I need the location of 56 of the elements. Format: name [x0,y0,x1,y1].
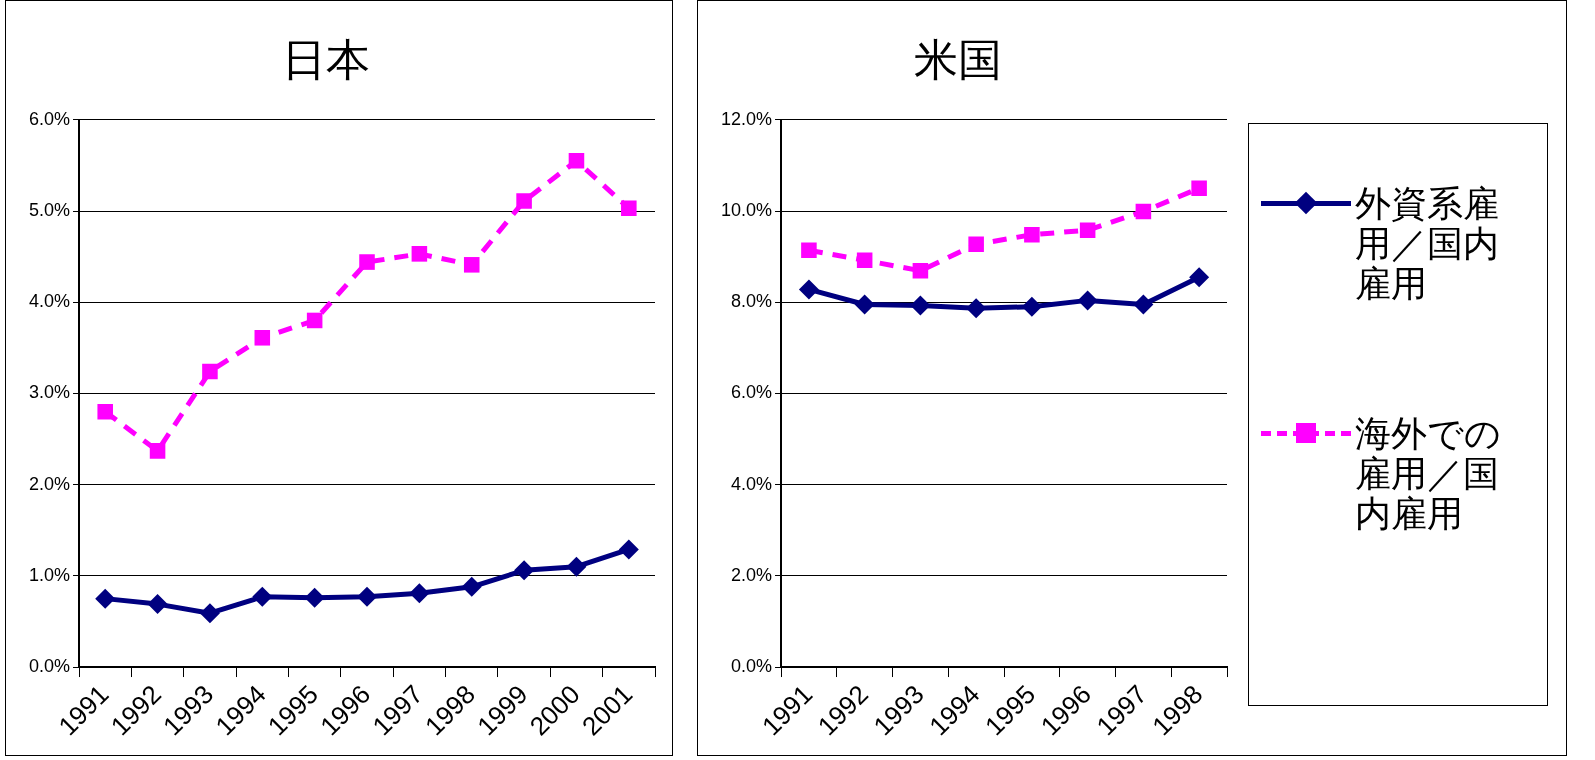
point [910,295,931,316]
point [306,312,323,329]
legend-label: 外資系雇用／国内雇用 [1355,183,1500,304]
y-tick-label: 2.0% [29,473,71,494]
point [966,298,987,319]
point [621,200,637,217]
point [254,330,271,346]
y-tick-label: 0.0% [731,656,773,677]
point [1021,296,1042,317]
point [252,586,273,607]
point [798,279,819,300]
point [357,586,378,607]
point [149,443,166,459]
point [1189,267,1210,288]
chart-title: 米国 [913,34,1003,86]
point [359,254,375,270]
point [801,242,817,258]
point [411,246,428,262]
y-tick-label: 4.0% [29,291,71,312]
y-tick-label: 12.0% [720,108,773,129]
point [516,193,532,209]
y-tick-label: 2.0% [731,564,773,585]
point [856,252,873,269]
y-tick-label: 0.0% [29,656,71,677]
legend-label: 海外での雇用／国内雇用 [1355,413,1502,534]
y-tick-label: 1.0% [29,564,71,585]
point [514,560,535,581]
point [1079,222,1096,238]
point [912,262,929,279]
point [854,294,875,315]
point [202,363,218,380]
point [1077,290,1098,311]
point [463,257,480,273]
y-tick-label: 6.0% [29,108,71,129]
point [95,588,116,609]
y-tick-label: 4.0% [731,473,773,494]
y-tick-label: 6.0% [731,382,773,403]
chart-title: 日本 [281,34,371,86]
point [568,153,585,169]
point [618,539,639,560]
y-tick-label: 10.0% [720,199,773,220]
point [97,403,113,420]
y-tick-label: 8.0% [731,291,773,312]
point [461,576,482,597]
point [304,587,325,608]
point [1024,226,1040,243]
point [409,583,430,604]
point [1135,203,1152,220]
point [968,236,984,253]
point [566,556,587,577]
y-tick-label: 5.0% [29,199,71,220]
point [1133,294,1154,315]
point [147,594,168,615]
y-tick-label: 3.0% [29,382,71,403]
point [199,603,220,624]
point [1191,180,1207,196]
